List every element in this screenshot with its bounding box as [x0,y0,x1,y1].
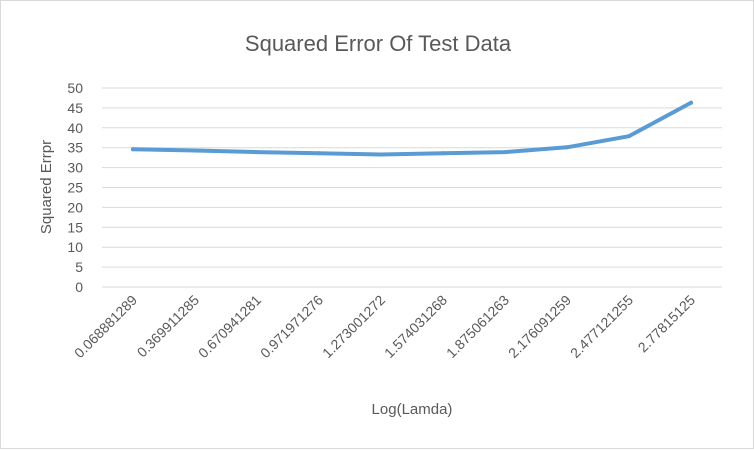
x-axis-label: Log(Lamda) [372,401,453,418]
data-point [689,100,693,105]
y-tick-label: 25 [67,180,83,196]
x-tick-label: 0.369911285 [134,292,203,361]
y-tick-label: 0 [75,279,83,295]
series-layer [131,100,693,157]
x-tick-label: 0.068881289 [71,292,140,361]
y-tick-label: 50 [67,80,83,96]
y-tick-label: 20 [67,199,83,215]
series-line [131,100,693,157]
x-tick-label: 1.574031268 [381,292,450,361]
data-point [441,151,445,156]
x-tick-label: 2.77815125 [635,292,699,356]
y-axis-ticks: 0 5 10 15 20 25 30 35 40 45 50 [67,80,83,295]
data-point [131,147,135,152]
x-tick-label: 1.875061263 [443,292,512,361]
data-point [193,148,197,153]
x-tick-label: 2.477121255 [567,292,636,361]
data-point [379,152,383,157]
y-tick-label: 45 [67,100,83,116]
gridlines [102,87,722,288]
x-tick-label: 0.670941281 [195,292,264,361]
y-tick-label: 10 [67,239,83,255]
data-point [565,145,569,150]
data-point [503,150,507,155]
y-tick-label: 5 [75,259,83,275]
data-point [627,134,631,139]
data-point [255,150,259,155]
y-tick-label: 35 [67,140,83,156]
y-axis-label: Squared Errpr [38,140,55,234]
y-tick-label: 40 [67,120,83,136]
x-axis-ticks: 0.0688812890.3699112850.6709412810.97197… [71,292,698,361]
data-point [317,151,321,156]
chart-title: Squared Error Of Test Data [245,31,512,56]
x-tick-label: 1.273001272 [319,292,388,361]
y-tick-label: 30 [67,160,83,176]
x-tick-label: 2.176091259 [505,292,574,361]
x-tick-label: 0.971971276 [257,292,326,361]
y-tick-label: 15 [67,219,83,235]
